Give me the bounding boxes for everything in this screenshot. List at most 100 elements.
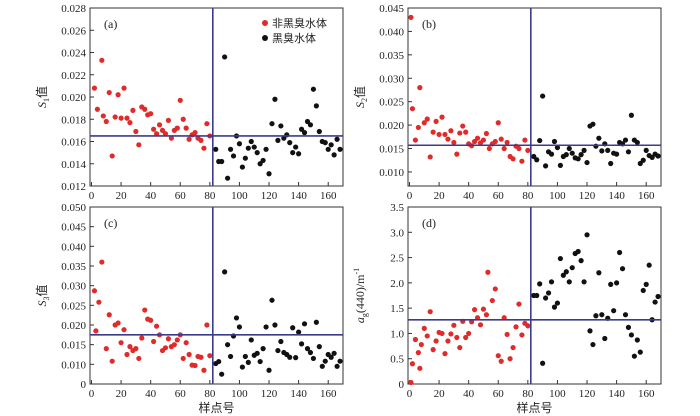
data-point [298,126,305,132]
data-point [296,329,302,335]
x-tick-label: 140 [608,190,625,202]
x-tick-label: 40 [145,388,157,400]
data-point [563,152,569,158]
data-point [192,130,198,136]
data-point [124,115,130,121]
data-point [224,175,231,181]
panel-label: (b) [422,17,436,31]
data-point [153,131,160,137]
data-point [213,146,219,152]
data-point [578,152,584,158]
series-non-black-odorous [408,14,531,164]
data-point [460,123,466,129]
data-point [498,358,504,364]
data-point [269,121,275,127]
x-tick-label: 40 [145,190,157,202]
data-point [519,158,525,164]
data-point [201,367,207,373]
y-tick-label: 2.5 [390,253,404,265]
data-point [412,336,418,343]
x-tick-label: 0 [89,190,95,202]
x-tick-label: 160 [638,190,655,202]
x-axis-label: 样点号 [516,400,552,415]
data-point [290,325,296,331]
y-label-suffix: 值 [352,86,367,98]
data-point [260,157,266,164]
data-point [504,139,510,146]
series-black-odorous [531,93,661,169]
plot-frame [89,206,344,385]
data-point [109,358,115,364]
y-tick-label: 0.020 [379,120,404,132]
data-point [162,131,169,137]
data-point [91,288,98,294]
y-label-base: S [35,102,49,108]
x-tick-label: 140 [290,388,307,400]
data-point [186,351,192,358]
data-point [554,300,561,306]
x-tick-label: 80 [204,190,216,202]
data-point [495,120,501,126]
panel-b: 0.010 0.015 0.020 0.025 0.030 0.035 0.040 0.045… [352,3,662,202]
data-point [616,249,623,256]
data-point [331,152,337,158]
data-point [542,295,549,301]
data-point [608,281,614,287]
data-point [587,328,593,334]
y-tick-label: 0.014 [61,159,86,171]
y-tick-label: 0.045 [61,222,86,234]
data-point [180,355,186,362]
data-point [540,93,546,99]
data-point [239,364,245,370]
y-tick-label: 0.015 [379,144,404,156]
data-point [485,269,491,275]
data-point [492,138,498,145]
data-point [115,320,121,326]
data-point [298,341,305,347]
data-point [254,150,260,156]
data-point [477,322,484,328]
data-point [489,297,495,304]
data-point [296,151,302,157]
series-black-odorous [531,232,661,366]
data-point [266,171,272,177]
y-tick-label: 0.030 [379,73,404,85]
data-point [266,367,272,373]
x-tick-label: 80 [522,388,534,400]
data-point [575,248,581,255]
data-point [310,355,317,362]
data-point [112,114,118,120]
data-point [424,116,430,122]
data-point [316,344,322,350]
data-point [106,89,112,96]
data-point [207,353,213,359]
data-point [100,113,106,119]
data-point [551,138,558,145]
x-tick-label: 80 [204,388,216,400]
plot-frame [407,206,662,385]
x-tick-label: 0 [407,190,413,202]
data-point [463,334,469,341]
y-tick-label: 0.030 [61,281,86,293]
data-point [227,353,234,360]
data-point [590,341,596,348]
data-point [109,153,115,159]
data-point [148,111,154,117]
data-point [136,142,142,148]
panel-label: (a) [104,17,117,31]
x-tick-label: 100 [549,388,566,400]
x-tick-label: 60 [175,190,187,202]
data-point [417,85,423,91]
data-point [91,85,98,91]
data-point [637,349,643,355]
data-point [439,114,445,120]
data-point [483,130,490,137]
data-point [165,336,172,342]
data-point [448,128,454,134]
data-point [227,146,234,152]
data-point [245,359,251,365]
data-point [278,338,284,345]
data-point [457,130,463,136]
data-point [263,146,269,152]
